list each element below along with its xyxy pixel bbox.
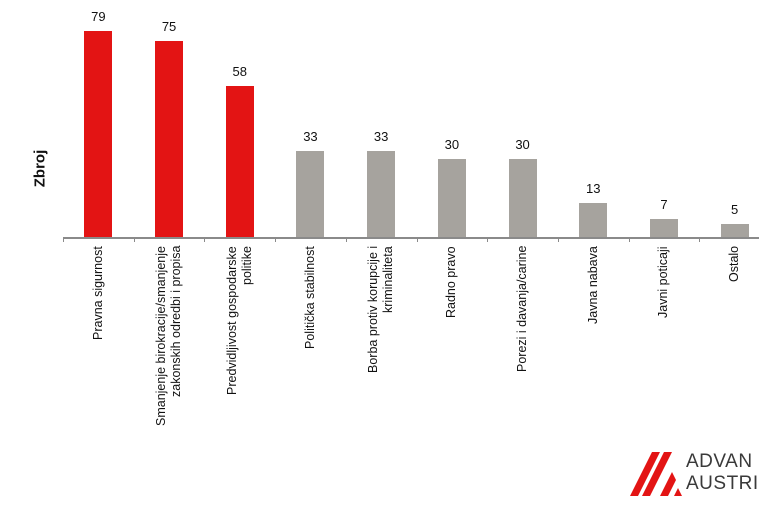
category-label: Javna nabava bbox=[585, 246, 600, 324]
bar-value-label: 33 bbox=[303, 128, 318, 144]
category-label: Pravna sigurnost bbox=[90, 246, 105, 340]
category-label: Radno pravo bbox=[444, 246, 459, 318]
bar bbox=[508, 158, 537, 237]
logo-text-line1: ADVAN bbox=[686, 451, 753, 472]
logo-text-line2: AUSTRI bbox=[686, 473, 759, 494]
category-label: Politička stabilnost bbox=[302, 246, 317, 349]
category-label: Javni poticaji bbox=[656, 246, 671, 318]
category-label: Smanjenje birokracije/smanjenje zakonski… bbox=[154, 246, 184, 426]
bar bbox=[367, 150, 396, 237]
x-axis-tick bbox=[628, 237, 630, 242]
y-axis-label: Zbroj bbox=[31, 149, 49, 188]
bar-value-label: 30 bbox=[444, 136, 460, 152]
category-label: Predvidljivost gospodarske politike bbox=[224, 246, 254, 395]
category-label: Porezi i davanja/carine bbox=[515, 246, 530, 373]
bar bbox=[720, 223, 749, 237]
bar-value-label: 58 bbox=[232, 63, 247, 79]
bar-value-label: 30 bbox=[515, 136, 530, 152]
x-axis-tick bbox=[557, 237, 559, 242]
bar-value-label: 7 bbox=[660, 196, 668, 212]
bar-value-label: 5 bbox=[731, 201, 739, 217]
bar bbox=[84, 30, 113, 237]
bar bbox=[296, 150, 325, 237]
bar-value-label: 33 bbox=[373, 128, 389, 144]
x-axis-tick bbox=[345, 237, 347, 242]
advantage-austria-logo: ADVAN AUSTRI bbox=[630, 450, 759, 496]
bar-value-label: 79 bbox=[91, 8, 106, 24]
bar-value-label: 13 bbox=[586, 181, 601, 197]
x-axis-line bbox=[63, 237, 759, 239]
category-label: Borba protiv korupcije i kriminaliteta bbox=[366, 246, 396, 374]
bar-value-label: 75 bbox=[161, 19, 177, 35]
logo-stripes-icon bbox=[630, 452, 682, 496]
bar bbox=[437, 158, 466, 237]
bar bbox=[225, 85, 254, 237]
x-axis-tick bbox=[133, 237, 135, 242]
x-axis-tick bbox=[416, 237, 418, 242]
x-axis-tick bbox=[275, 237, 277, 242]
bar bbox=[579, 203, 608, 237]
bar bbox=[649, 218, 678, 237]
category-label: Ostalo bbox=[727, 246, 742, 283]
x-axis-tick bbox=[63, 237, 64, 242]
x-axis-tick bbox=[699, 237, 701, 242]
x-axis-tick bbox=[487, 237, 489, 242]
x-axis-tick bbox=[204, 237, 206, 242]
bar bbox=[155, 41, 184, 237]
